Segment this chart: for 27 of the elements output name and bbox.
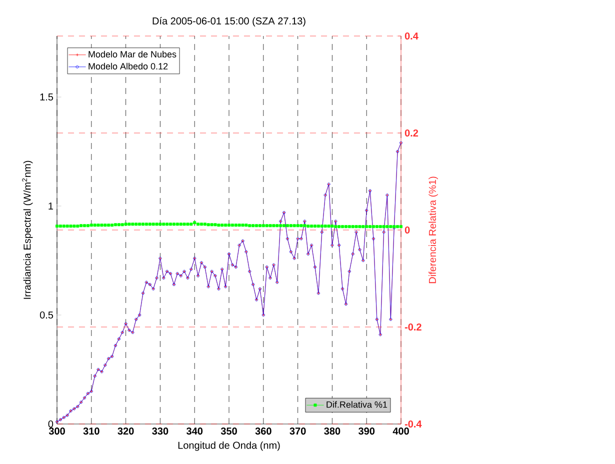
y-tick-label: 0.5 — [40, 311, 54, 319]
y2-tick-label: 0.2 — [404, 129, 418, 137]
y-tick-label: 1 — [48, 202, 53, 210]
y-tick-label: 1.5 — [40, 94, 54, 101]
x-tick-label: 340 — [186, 428, 203, 435]
x-tick-label: 350 — [220, 428, 237, 435]
x-tick-label: 380 — [324, 428, 340, 435]
legend-label: Modelo Mar de Nubes — [88, 50, 176, 58]
x-tick-label: 400 — [392, 428, 409, 435]
chart-title: Día 2005-06-01 15:00 (SZA 27.13) — [152, 17, 306, 26]
y2-tick-label: 0 — [404, 226, 410, 234]
x-tick-label: 390 — [358, 428, 375, 435]
y2-tick-label: 0.4 — [404, 32, 418, 40]
y-axis-title: Irradiancia Espectral (W/m$^{2}$nm) — [22, 160, 33, 299]
x-tick-label: 310 — [83, 428, 100, 435]
y-tick-label: 0 — [48, 420, 54, 428]
legend-label: Dif.Relativa %1 — [326, 401, 388, 408]
legend-label: Modelo Albedo 0.12 — [88, 62, 168, 70]
x-tick-label: 360 — [255, 428, 272, 435]
x-tick-label: 300 — [48, 428, 65, 435]
x-tick-label: 370 — [290, 428, 306, 435]
x-axis-title: Longitud de Onda (nm) — [178, 441, 280, 451]
y2-tick-label: -0.4 — [404, 420, 422, 428]
y2-axis-title: Diferencia Relativa (%1) — [428, 176, 438, 284]
y2-tick-label: -0.2 — [404, 323, 422, 331]
x-tick-label: 330 — [152, 428, 168, 435]
x-tick-label: 320 — [118, 428, 134, 435]
